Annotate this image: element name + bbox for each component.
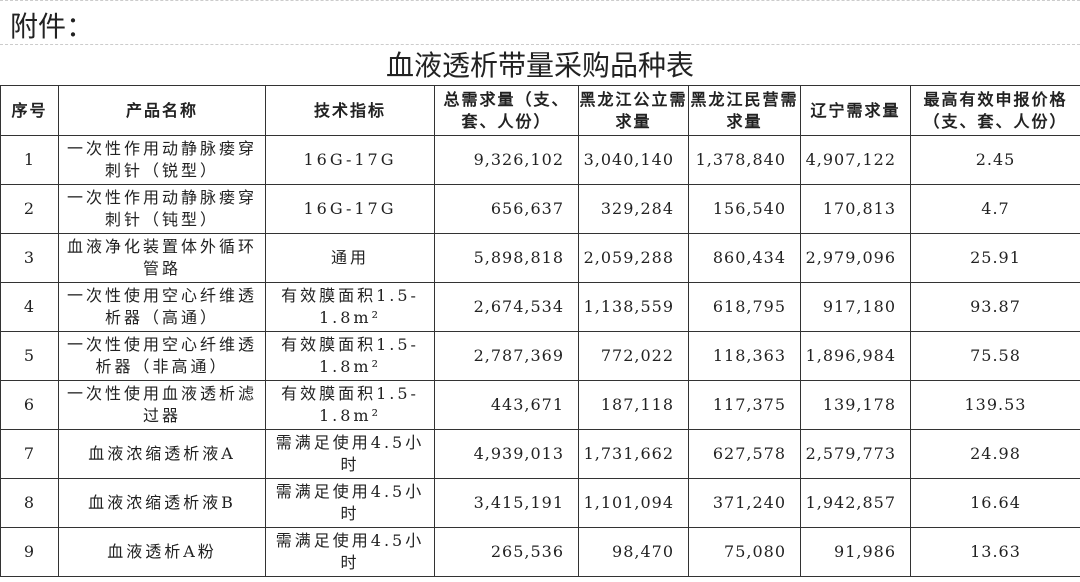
hlj-public-cell: 772,022	[578, 331, 689, 381]
table-row: 6 一次性使用血液透析滤过器 有效膜面积1.5-1.8m² 443,671 187,11…	[0, 380, 1080, 430]
max-price-cell: 93.87	[910, 282, 1080, 332]
header-index: 序号	[0, 85, 59, 136]
liaoning-cell: 2,579,773	[800, 429, 911, 479]
liaoning-cell: 917,180	[800, 282, 911, 332]
total-demand-cell: 4,939,013	[434, 429, 579, 479]
hlj-public-cell: 3,040,140	[578, 135, 689, 185]
header-spec: 技术指标	[265, 85, 435, 136]
hlj-private-cell: 371,240	[688, 478, 801, 528]
spec-cell: 16G-17G	[265, 135, 435, 185]
hlj-public-cell: 329,284	[578, 184, 689, 234]
index-cell: 8	[0, 478, 59, 528]
product-name-cell: 血液浓缩透析液B	[58, 478, 266, 528]
hlj-private-cell: 118,363	[688, 331, 801, 381]
product-name-cell: 一次性使用空心纤维透析器（非高通）	[58, 331, 266, 381]
table-row: 3 血液净化装置体外循环管路 通用 5,898,818 2,059,288 860,434…	[0, 233, 1080, 283]
header-hlj-private: 黑龙江民营需求量	[688, 85, 801, 136]
index-cell: 3	[0, 233, 59, 283]
table-row: 2 一次性作用动静脉瘘穿刺针（钝型） 16G-17G 656,637 329,284 15…	[0, 184, 1080, 234]
product-name-cell: 一次性作用动静脉瘘穿刺针（锐型）	[58, 135, 266, 185]
liaoning-cell: 4,907,122	[800, 135, 911, 185]
max-price-cell: 4.7	[910, 184, 1080, 234]
index-cell: 2	[0, 184, 59, 234]
index-cell: 9	[0, 527, 59, 577]
max-price-cell: 2.45	[910, 135, 1080, 185]
total-demand-cell: 265,536	[434, 527, 579, 577]
header-max-price: 最高有效申报价格（支、套、人份）	[910, 85, 1080, 136]
liaoning-cell: 170,813	[800, 184, 911, 234]
index-cell: 4	[0, 282, 59, 332]
header-row: 序号 产品名称 技术指标 总需求量（支、套、人份） 黑龙江公立需求量 黑龙江民营需求量 辽宁…	[0, 85, 1080, 136]
spec-cell: 需满足使用4.5小时	[265, 527, 435, 577]
spec-cell: 有效膜面积1.5-1.8m²	[265, 331, 435, 381]
header-liaoning: 辽宁需求量	[800, 85, 911, 136]
hlj-public-cell: 1,731,662	[578, 429, 689, 479]
product-name-cell: 血液净化装置体外循环管路	[58, 233, 266, 283]
hlj-private-cell: 1,378,840	[688, 135, 801, 185]
index-cell: 5	[0, 331, 59, 381]
product-name-cell: 血液浓缩透析液A	[58, 429, 266, 479]
procurement-table: 序号 产品名称 技术指标 总需求量（支、套、人份） 黑龙江公立需求量 黑龙江民营需求量 辽宁…	[0, 85, 1080, 577]
index-cell: 6	[0, 380, 59, 430]
total-demand-cell: 656,637	[434, 184, 579, 234]
liaoning-cell: 1,896,984	[800, 331, 911, 381]
hlj-private-cell: 627,578	[688, 429, 801, 479]
hlj-private-cell: 75,080	[688, 527, 801, 577]
table-row: 1 一次性作用动静脉瘘穿刺针（锐型） 16G-17G 9,326,102 3,040,1…	[0, 135, 1080, 185]
hlj-private-cell: 618,795	[688, 282, 801, 332]
index-cell: 7	[0, 429, 59, 479]
total-demand-cell: 5,898,818	[434, 233, 579, 283]
table-row: 8 血液浓缩透析液B 需满足使用4.5小时 3,415,191 1,101,094 371…	[0, 478, 1080, 528]
hlj-public-cell: 1,138,559	[578, 282, 689, 332]
spec-cell: 需满足使用4.5小时	[265, 429, 435, 479]
index-cell: 1	[0, 135, 59, 185]
liaoning-cell: 1,942,857	[800, 478, 911, 528]
hlj-private-cell: 860,434	[688, 233, 801, 283]
max-price-cell: 25.91	[910, 233, 1080, 283]
product-name-cell: 血液透析A粉	[58, 527, 266, 577]
header-product-name: 产品名称	[58, 85, 266, 136]
total-demand-cell: 2,787,369	[434, 331, 579, 381]
table-title: 血液透析带量采购品种表	[385, 49, 694, 82]
spec-cell: 有效膜面积1.5-1.8m²	[265, 282, 435, 332]
table-row: 9 血液透析A粉 需满足使用4.5小时 265,536 98,470 75,080 91,9…	[0, 527, 1080, 577]
spec-cell: 16G-17G	[265, 184, 435, 234]
table-row: 4 一次性使用空心纤维透析器（高通） 有效膜面积1.5-1.8m² 2,674,534…	[0, 282, 1080, 332]
spec-cell: 有效膜面积1.5-1.8m²	[265, 380, 435, 430]
table-row: 5 一次性使用空心纤维透析器（非高通） 有效膜面积1.5-1.8m² 2,787,36…	[0, 331, 1080, 381]
max-price-cell: 139.53	[910, 380, 1080, 430]
spec-cell: 需满足使用4.5小时	[265, 478, 435, 528]
hlj-private-cell: 156,540	[688, 184, 801, 234]
max-price-cell: 16.64	[910, 478, 1080, 528]
spec-cell: 通用	[265, 233, 435, 283]
total-demand-cell: 3,415,191	[434, 478, 579, 528]
hlj-public-cell: 187,118	[578, 380, 689, 430]
max-price-cell: 24.98	[910, 429, 1080, 479]
liaoning-cell: 2,979,096	[800, 233, 911, 283]
max-price-cell: 75.58	[910, 331, 1080, 381]
hlj-public-cell: 1,101,094	[578, 478, 689, 528]
product-name-cell: 一次性使用血液透析滤过器	[58, 380, 266, 430]
hlj-public-cell: 98,470	[578, 527, 689, 577]
attachment-label: 附件：	[0, 0, 1080, 45]
total-demand-cell: 443,671	[434, 380, 579, 430]
hlj-public-cell: 2,059,288	[578, 233, 689, 283]
total-demand-cell: 9,326,102	[434, 135, 579, 185]
total-demand-cell: 2,674,534	[434, 282, 579, 332]
product-name-cell: 一次性使用空心纤维透析器（高通）	[58, 282, 266, 332]
header-total-demand: 总需求量（支、套、人份）	[434, 85, 579, 136]
max-price-cell: 13.63	[910, 527, 1080, 577]
product-name-cell: 一次性作用动静脉瘘穿刺针（钝型）	[58, 184, 266, 234]
liaoning-cell: 139,178	[800, 380, 911, 430]
hlj-private-cell: 117,375	[688, 380, 801, 430]
header-hlj-public: 黑龙江公立需求量	[578, 85, 689, 136]
table-row: 7 血液浓缩透析液A 需满足使用4.5小时 4,939,013 1,731,662 627…	[0, 429, 1080, 479]
liaoning-cell: 91,986	[800, 527, 911, 577]
